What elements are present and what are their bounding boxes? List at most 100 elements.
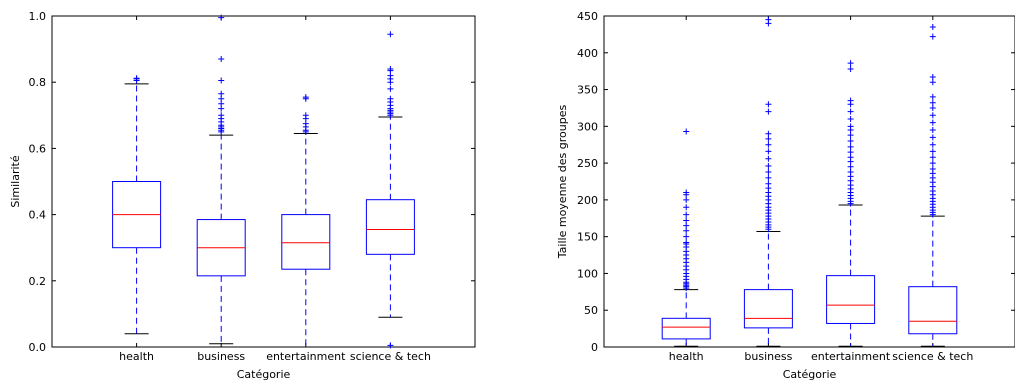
y-tick-label: 350 (577, 84, 598, 97)
group-size-boxplot: 0 50 100 150 200 250 300 350 400 450 health busines… (556, 10, 1015, 381)
x-tick-label: business (197, 350, 245, 363)
y-axis-label: Similarité (9, 155, 22, 207)
y-tick-label: 0.6 (29, 142, 47, 155)
iqr-box (661, 317, 711, 340)
outlier-point (929, 154, 936, 161)
outlier-point (683, 189, 690, 196)
similarity-boxplot: 0.0 0.2 0.4 0.6 0.8 1.0 health business entertai… (9, 10, 476, 381)
outlier-point (387, 65, 394, 72)
outlier-point (683, 222, 690, 229)
x-tick-label: entertainment (811, 350, 891, 363)
iqr-box (908, 286, 958, 335)
y-tick-label: 300 (577, 120, 598, 133)
outlier-point (683, 204, 690, 211)
y-axis-label: Taille moyenne des groupes (556, 105, 569, 260)
outlier-point (929, 127, 936, 134)
outlier-point (847, 132, 854, 139)
outlier-point (218, 112, 225, 119)
outlier-point (929, 99, 936, 106)
outlier-point (683, 227, 690, 234)
outlier-point (218, 56, 225, 63)
plot-frame (603, 15, 1015, 348)
outlier-point (302, 112, 309, 119)
outlier-point (765, 163, 772, 170)
outlier-point (847, 97, 854, 104)
iqr-box (826, 275, 876, 324)
outlier-point (929, 134, 936, 141)
outlier-point (847, 154, 854, 161)
outlier-point (929, 160, 936, 167)
outlier-point (683, 217, 690, 224)
x-tick-label: entertainment (266, 350, 346, 363)
outlier-point (387, 342, 394, 349)
x-axis-label: Catégorie (237, 368, 291, 381)
outlier-point (847, 108, 854, 115)
y-tick-label: 250 (577, 157, 598, 170)
y-tick-label: 0.4 (29, 209, 47, 222)
outlier-point (765, 130, 772, 137)
outlier-point (133, 75, 140, 82)
outlier-point (929, 141, 936, 148)
y-tick-label: 0.8 (29, 76, 47, 89)
outlier-point (683, 196, 690, 203)
outlier-point (929, 79, 936, 86)
plot-frame (51, 15, 476, 348)
y-tick-label: 0.2 (29, 275, 47, 288)
outlier-point (683, 211, 690, 218)
outlier-point (847, 60, 854, 67)
x-tick-label: science & tech (350, 350, 431, 363)
outlier-point (302, 94, 309, 101)
outlier-point (683, 233, 690, 240)
outlier-point (765, 101, 772, 108)
outlier-point (847, 163, 854, 170)
outlier-point (847, 149, 854, 156)
outlier-point (929, 33, 936, 40)
outlier-point (218, 90, 225, 97)
x-tick-label: science & tech (892, 350, 973, 363)
y-tick-label: 100 (577, 267, 598, 280)
x-tick-label: health (119, 350, 154, 363)
outlier-point (929, 24, 936, 31)
outlier-point (847, 168, 854, 175)
outlier-point (218, 14, 225, 21)
outlier-point (765, 16, 772, 23)
x-tick-label: business (744, 350, 792, 363)
x-tick-label: health (669, 350, 704, 363)
outlier-point (387, 95, 394, 102)
outlier-point (683, 239, 690, 246)
outlier-point (929, 104, 936, 111)
outlier-point (765, 168, 772, 175)
outlier-point (929, 119, 936, 126)
y-tick-label: 400 (577, 47, 598, 60)
outlier-point (929, 112, 936, 119)
outlier-point (765, 108, 772, 115)
outlier-point (929, 93, 936, 100)
outlier-point (765, 155, 772, 162)
outlier-point (929, 148, 936, 155)
outlier-point (387, 31, 394, 38)
y-tick-label: 0 (591, 341, 598, 354)
outlier-point (765, 141, 772, 148)
outlier-point (847, 123, 854, 130)
outlier-point (683, 128, 690, 135)
iqr-box (281, 214, 331, 270)
y-tick-label: 0.0 (29, 341, 47, 354)
y-tick-label: 50 (584, 304, 598, 317)
outlier-point (929, 165, 936, 172)
y-tick-label: 150 (577, 231, 598, 244)
iqr-box (743, 289, 793, 329)
outlier-point (847, 143, 854, 150)
iqr-box (365, 199, 415, 255)
outlier-point (847, 65, 854, 72)
outlier-point (847, 138, 854, 145)
outlier-point (847, 115, 854, 122)
y-tick-label: 450 (577, 10, 598, 23)
y-tick-label: 200 (577, 194, 598, 207)
outlier-point (765, 180, 772, 187)
outlier-point (929, 74, 936, 81)
y-tick-label: 1.0 (29, 10, 47, 23)
outlier-point (387, 85, 394, 92)
outlier-point (218, 77, 225, 84)
outlier-point (765, 135, 772, 142)
